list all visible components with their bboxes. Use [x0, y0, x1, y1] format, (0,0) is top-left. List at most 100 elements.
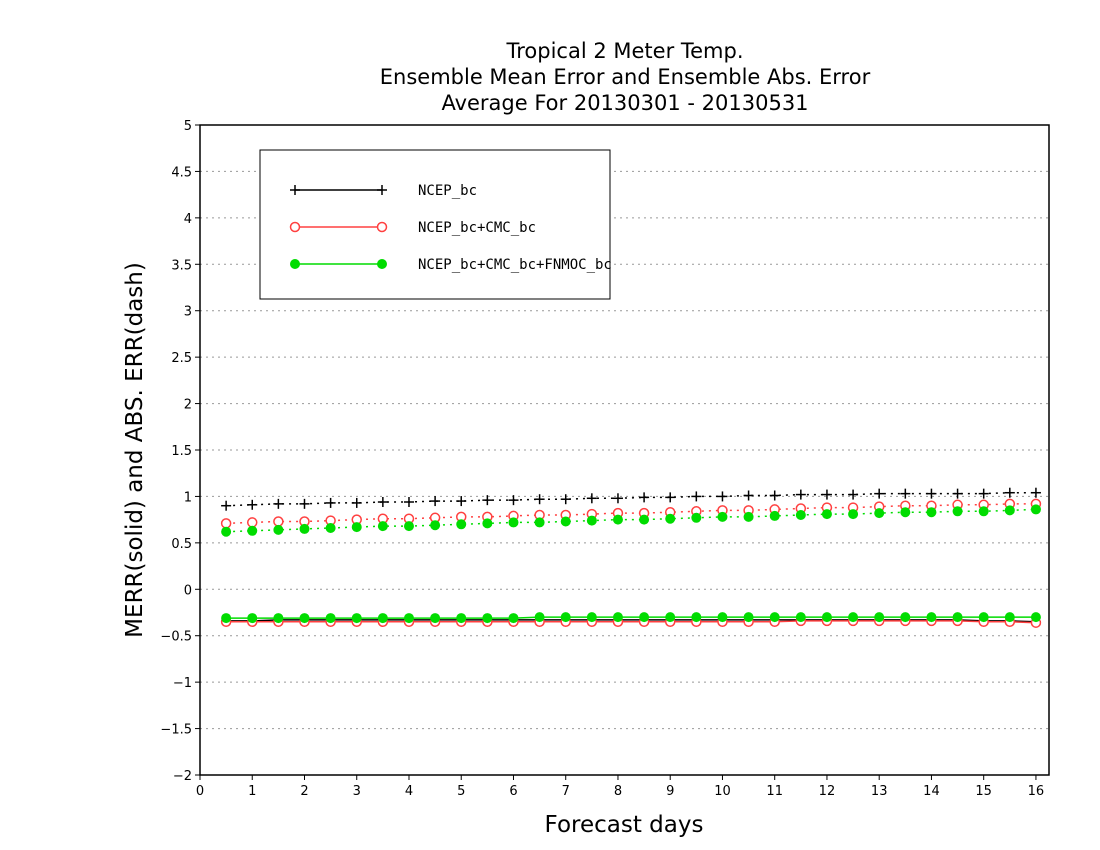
series-3-merr-marker	[743, 612, 754, 623]
series-3-abs_err-marker	[1004, 505, 1015, 516]
title-line-2: Ensemble Mean Error and Ensemble Abs. Er…	[380, 65, 871, 89]
series-3-abs_err-marker	[900, 507, 911, 518]
series-3-merr-marker	[978, 612, 989, 623]
series-1-abs_err-marker	[482, 495, 493, 506]
series-3-merr-marker	[665, 612, 676, 623]
series-1-abs_err-marker	[926, 488, 937, 499]
y-tick-label: 1	[184, 490, 192, 505]
series-3-abs_err-marker	[848, 509, 859, 520]
series-1-abs_err-marker	[377, 497, 388, 507]
series-1-abs_err-marker	[978, 488, 989, 499]
y-axis-label: MERR(solid) and ABS. ERR(dash)	[122, 262, 148, 638]
series-3-merr-marker	[377, 613, 388, 624]
x-tick-label: 3	[353, 784, 361, 799]
series-2-abs_err-marker	[273, 516, 284, 527]
series-3-merr-marker	[639, 612, 650, 623]
series-3-abs_err-marker	[821, 509, 832, 520]
legend-entry-1: NCEP_bc	[290, 183, 477, 199]
series-3-abs_err-marker	[377, 521, 388, 532]
x-axis-label: Forecast days	[545, 812, 704, 838]
series-3-abs_err-marker	[639, 514, 650, 525]
legend-entry-3: NCEP_bc+CMC_bc+FNMOC_bc	[290, 257, 612, 273]
series-3-merr-marker	[612, 612, 623, 623]
y-tick-label: 5	[184, 119, 192, 134]
series-3-merr-marker	[430, 613, 441, 624]
series-3-merr-marker	[403, 613, 414, 624]
series-3-abs_err-marker	[1030, 504, 1041, 515]
series-3-merr-marker	[1030, 612, 1041, 623]
series-3-abs_err-marker	[586, 515, 597, 526]
legend-entry-1-label: NCEP_bc	[418, 183, 477, 199]
x-tick-label: 9	[666, 784, 674, 799]
series-3-merr-marker	[456, 613, 467, 624]
x-tick-label: 1	[248, 784, 256, 799]
y-tick-label: −1	[173, 676, 192, 691]
series-3-merr-marker	[1004, 612, 1015, 623]
series-3-abs_err-marker	[456, 519, 467, 530]
title-line-3: Average For 20130301 - 20130531	[441, 91, 808, 115]
series-2	[220, 498, 1042, 628]
legend-entry-2-label: NCEP_bc+CMC_bc	[418, 220, 536, 236]
series-3-merr-marker	[795, 612, 806, 623]
series-3-abs_err-marker	[665, 513, 676, 524]
series-1-abs_err-marker	[665, 492, 676, 503]
series-3-abs_err-marker	[299, 523, 310, 534]
series-3-merr-line	[226, 616, 1036, 619]
series-2-abs-err-line	[226, 503, 1036, 525]
series-3-abs_err-marker	[508, 517, 519, 528]
y-tick-label: 2	[184, 398, 192, 413]
series-3-abs_err-marker	[560, 516, 571, 527]
series-1	[221, 487, 1041, 627]
legend-box	[259, 149, 611, 300]
y-axis-ticks: −2 −1.5 −1 −0.5 0 0.5 1 1.5 2 2.5 3 3.5 4 4.5 5	[160, 119, 200, 784]
y-tick-label: 3.5	[171, 258, 192, 273]
series-3-abs-err-line	[226, 508, 1036, 533]
series-1-abs_err-marker	[900, 488, 911, 499]
series-3-abs_err-marker	[952, 506, 963, 517]
series-3-merr-marker	[221, 613, 232, 624]
y-tick-label: 3	[184, 305, 192, 320]
series-1-abs_err-marker	[299, 498, 310, 509]
series-1-abs_err-marker	[795, 489, 806, 500]
series-1-abs_err-marker	[403, 497, 414, 507]
x-tick-label: 4	[405, 784, 413, 799]
x-tick-label: 8	[614, 784, 622, 799]
series-1-abs_err-marker	[952, 488, 963, 499]
series-3-abs_err-marker	[482, 518, 493, 529]
series-3-merr-marker	[717, 612, 728, 623]
series-3-merr-marker	[247, 613, 258, 624]
series-1-abs_err-marker	[874, 488, 885, 499]
series-1-abs_err-marker	[560, 494, 571, 505]
series-layer	[220, 487, 1042, 628]
series-1-abs_err-marker	[717, 491, 728, 502]
y-tick-label: 4	[184, 212, 192, 227]
legend-entry-1-marker	[290, 185, 300, 195]
series-3-abs_err-marker	[926, 507, 937, 518]
series-3-abs_err-marker	[325, 523, 336, 533]
plot-frame	[199, 124, 1050, 776]
series-3-merr-marker	[273, 613, 284, 624]
y-tick-label: 4.5	[171, 165, 192, 180]
x-tick-label: 13	[871, 784, 888, 799]
y-tick-label: −0.5	[160, 630, 192, 645]
x-tick-label: 6	[509, 784, 517, 799]
series-2-merr-line	[226, 620, 1036, 624]
series-3-abs_err-marker	[403, 521, 414, 532]
series-1-abs_err-marker	[1030, 487, 1041, 498]
legend-entry-2-marker	[376, 221, 388, 233]
y-tick-label: 2.5	[171, 351, 192, 366]
series-3-abs_err-marker	[795, 510, 806, 520]
series-3-abs_err-marker	[978, 506, 989, 517]
series-1-abs_err-marker	[325, 497, 336, 508]
series-3-merr-marker	[900, 612, 911, 623]
series-3-abs_err-marker	[430, 520, 441, 531]
series-3-abs_err-marker	[247, 525, 258, 536]
x-tick-label: 11	[766, 784, 783, 799]
series-1-abs_err-marker	[769, 490, 780, 501]
series-3-merr-marker	[482, 613, 493, 624]
series-2-abs_err-marker	[220, 518, 232, 529]
series-1-abs_err-marker	[221, 500, 232, 511]
series-1-abs_err-marker	[848, 489, 859, 500]
series-1-abs_err-marker	[821, 489, 832, 500]
chart-title: Tropical 2 Meter Temp. Ensemble Mean Err…	[380, 39, 871, 115]
